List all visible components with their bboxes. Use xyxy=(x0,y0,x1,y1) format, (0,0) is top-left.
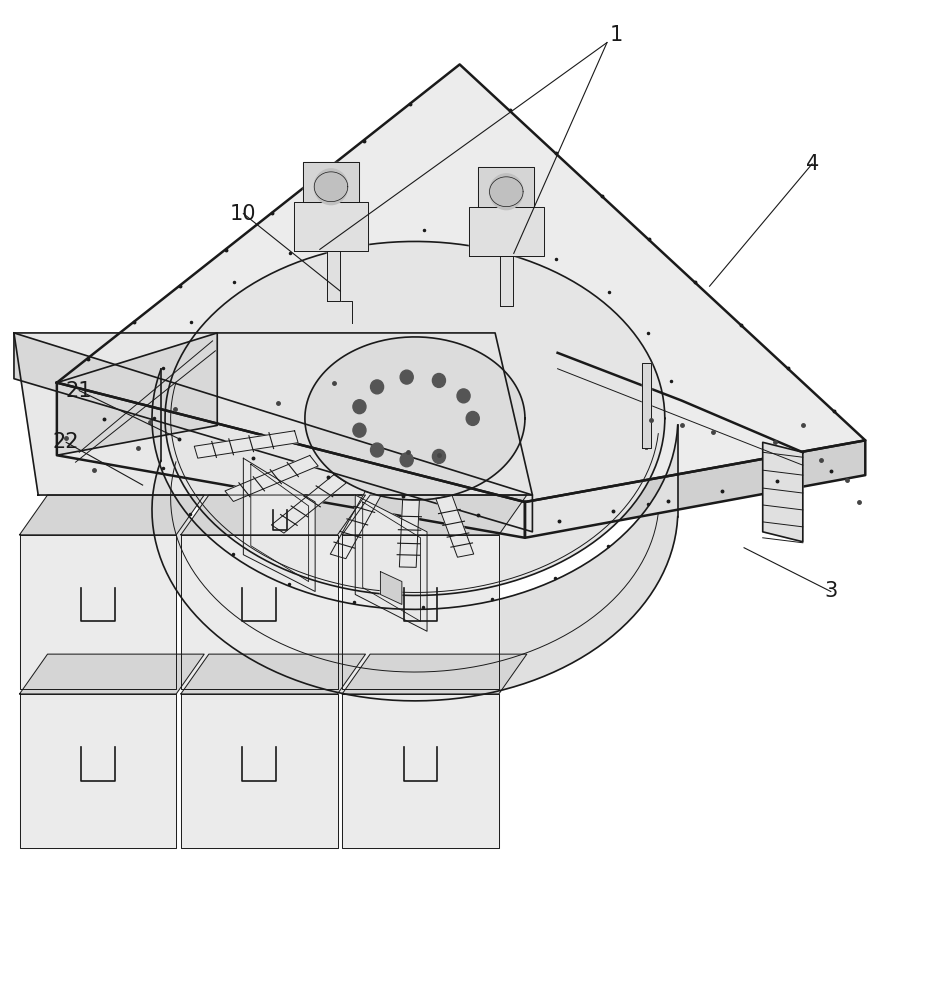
Polygon shape xyxy=(342,495,527,535)
Circle shape xyxy=(353,400,366,414)
Polygon shape xyxy=(356,495,427,631)
Circle shape xyxy=(314,169,348,205)
Circle shape xyxy=(432,449,446,463)
Circle shape xyxy=(401,453,414,467)
Polygon shape xyxy=(642,363,651,448)
Polygon shape xyxy=(181,654,366,694)
Polygon shape xyxy=(181,694,338,848)
Polygon shape xyxy=(305,337,525,500)
Polygon shape xyxy=(436,495,474,557)
Text: 10: 10 xyxy=(230,204,257,224)
Polygon shape xyxy=(342,535,499,689)
Text: 21: 21 xyxy=(66,381,93,401)
Polygon shape xyxy=(194,431,298,458)
Polygon shape xyxy=(469,207,544,256)
Polygon shape xyxy=(294,202,369,251)
Polygon shape xyxy=(763,442,803,542)
Polygon shape xyxy=(57,333,218,455)
Text: 4: 4 xyxy=(806,154,819,174)
Polygon shape xyxy=(400,499,419,567)
Polygon shape xyxy=(181,495,366,535)
Polygon shape xyxy=(500,256,513,306)
Circle shape xyxy=(466,411,479,425)
Polygon shape xyxy=(165,241,665,595)
Circle shape xyxy=(401,370,414,384)
Polygon shape xyxy=(303,162,359,202)
Polygon shape xyxy=(342,694,499,848)
Circle shape xyxy=(371,443,384,457)
Polygon shape xyxy=(14,333,533,532)
Circle shape xyxy=(353,423,366,437)
Text: 22: 22 xyxy=(53,432,80,452)
Polygon shape xyxy=(243,458,315,591)
Polygon shape xyxy=(57,383,525,538)
Polygon shape xyxy=(342,654,527,694)
Text: 1: 1 xyxy=(610,25,623,45)
Polygon shape xyxy=(225,455,318,501)
Circle shape xyxy=(490,174,523,210)
Polygon shape xyxy=(20,495,204,535)
Polygon shape xyxy=(57,64,865,502)
Polygon shape xyxy=(271,475,346,533)
Polygon shape xyxy=(327,251,340,301)
Polygon shape xyxy=(330,491,381,559)
Polygon shape xyxy=(20,535,176,689)
Circle shape xyxy=(432,374,446,387)
Circle shape xyxy=(457,389,470,403)
Polygon shape xyxy=(525,440,865,538)
Circle shape xyxy=(371,380,384,394)
Polygon shape xyxy=(478,167,535,207)
Polygon shape xyxy=(14,333,533,495)
Text: 3: 3 xyxy=(825,581,838,601)
Polygon shape xyxy=(381,572,401,604)
Polygon shape xyxy=(152,369,678,701)
Polygon shape xyxy=(181,535,338,689)
Polygon shape xyxy=(20,694,176,848)
Polygon shape xyxy=(20,654,204,694)
